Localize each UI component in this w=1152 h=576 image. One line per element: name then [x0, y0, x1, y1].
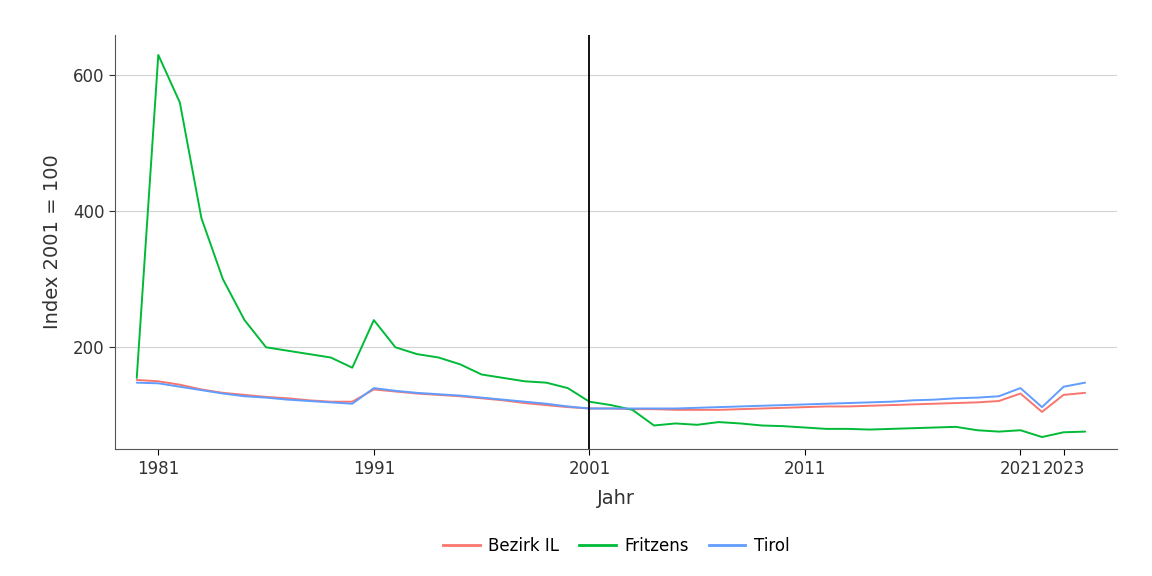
- X-axis label: Jahr: Jahr: [598, 489, 635, 508]
- Legend: Bezirk IL, Fritzens, Tirol: Bezirk IL, Fritzens, Tirol: [437, 530, 796, 562]
- Y-axis label: Index 2001 = 100: Index 2001 = 100: [43, 154, 62, 329]
